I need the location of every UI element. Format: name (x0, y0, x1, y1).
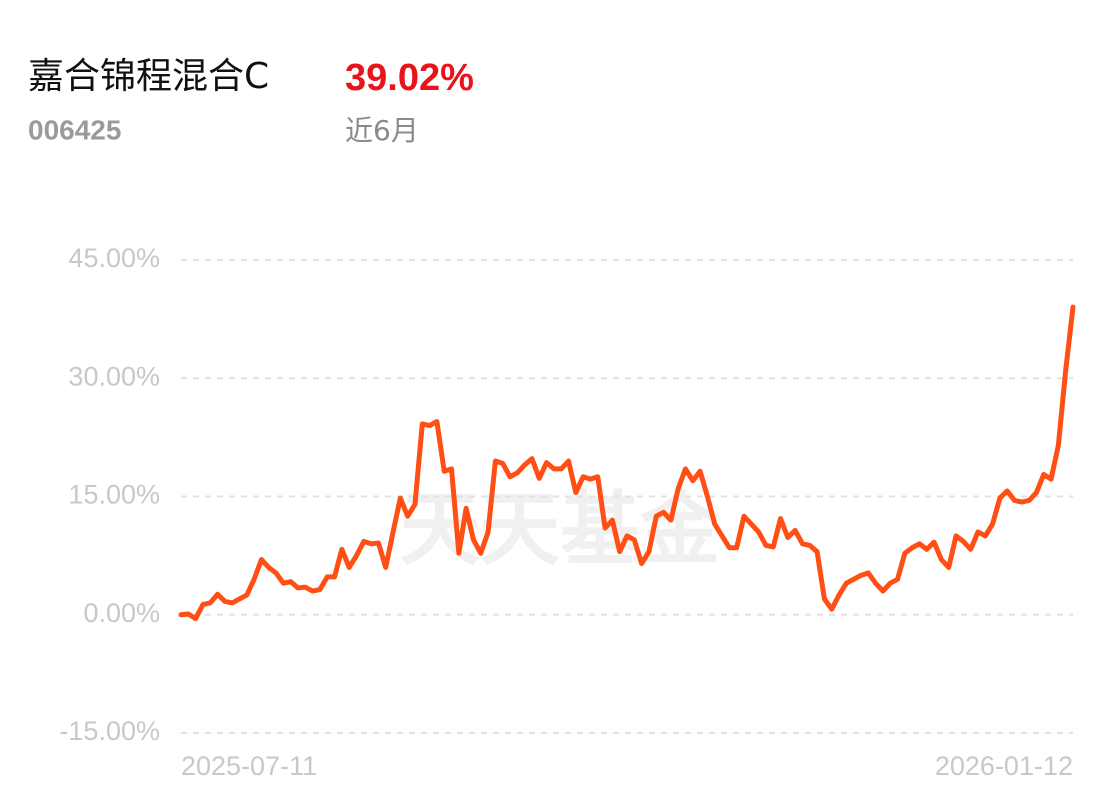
line-series (178, 304, 1076, 622)
fund-code: 006425 (28, 114, 121, 145)
y-tick-label: 30.00% (68, 361, 160, 391)
x-tick-label: 2026-01-12 (935, 751, 1073, 781)
y-tick-label: 45.00% (68, 243, 160, 273)
fund-name: 嘉合锦程混合C (28, 56, 269, 97)
x-tick-label: 2025-07-11 (181, 751, 317, 781)
y-tick-label: 15.00% (68, 480, 160, 510)
period: 近6月 (345, 114, 419, 147)
return: 39.02% (345, 57, 474, 99)
y-tick-label: -15.00% (59, 716, 160, 746)
y-tick-label: 0.00% (83, 598, 160, 628)
